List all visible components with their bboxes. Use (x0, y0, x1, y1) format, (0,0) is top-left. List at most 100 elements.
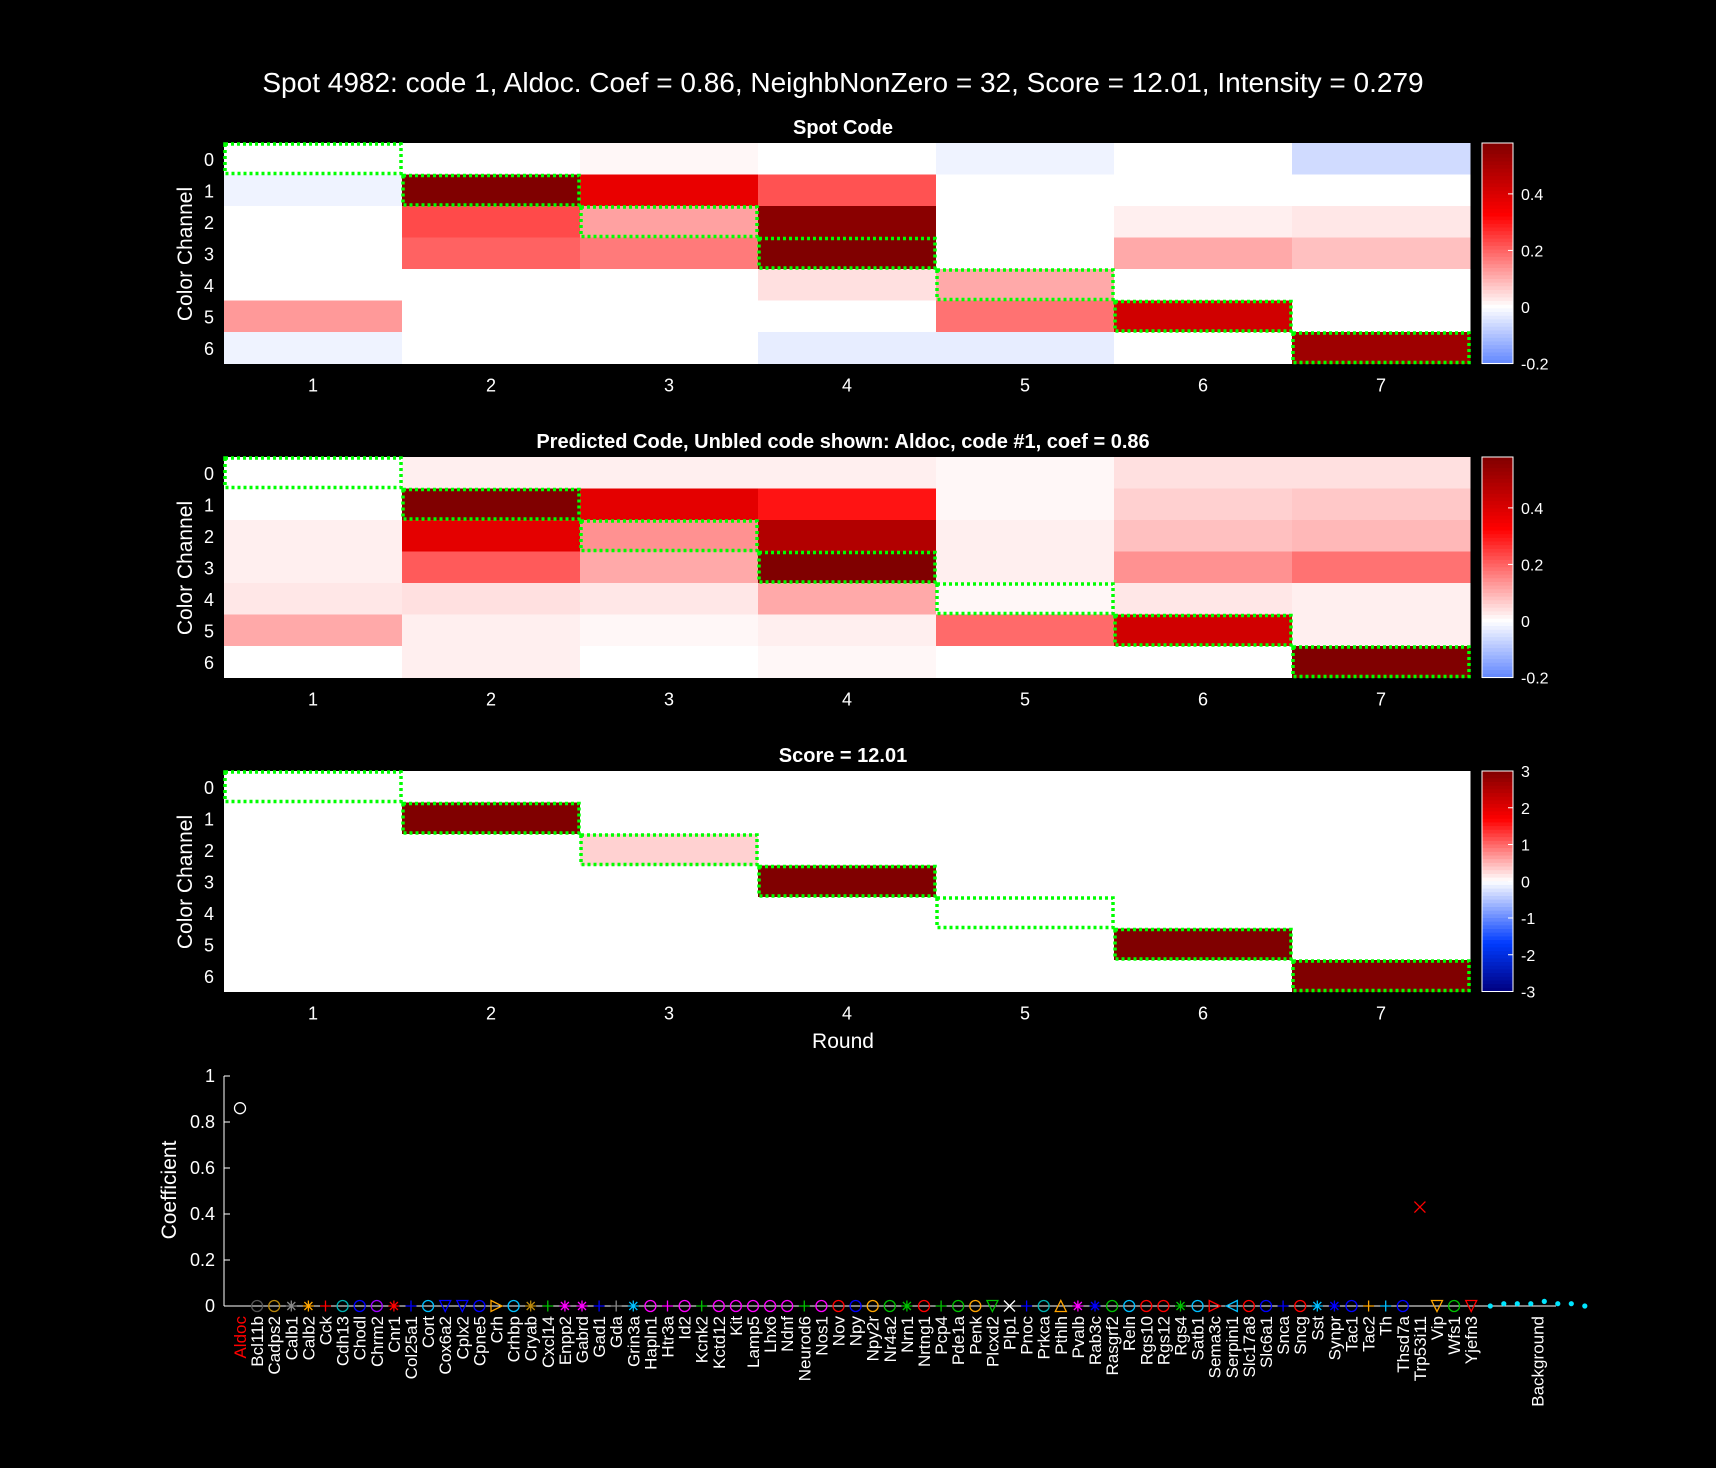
heatmap-cell (1292, 614, 1471, 647)
y-tick-label: 3 (204, 244, 214, 264)
colorbar-segment (1482, 150, 1513, 155)
gene-marker (1259, 1299, 1273, 1313)
heatmap-cell (224, 551, 403, 584)
gene-label: Cdh13 (334, 1316, 353, 1366)
y-tick-label: 4 (204, 904, 214, 924)
gene-label: Grin3a (624, 1315, 643, 1367)
heatmap-cell (1292, 237, 1471, 270)
gene-marker (815, 1299, 828, 1313)
colorbar-segment (1482, 892, 1513, 897)
gene-marker (952, 1299, 965, 1313)
heatmap-cell (402, 614, 581, 647)
heatmap-cell (1292, 488, 1471, 521)
gene-marker (712, 1299, 725, 1313)
gene-label: Thsd7a (1394, 1315, 1413, 1372)
colorbar-segment (1482, 782, 1513, 787)
colorbar-segment (1482, 216, 1513, 221)
heatmap-cell (936, 614, 1115, 647)
colorbar-segment (1482, 848, 1513, 853)
y-tick-label: 1 (204, 809, 214, 829)
colorbar-segment (1482, 194, 1513, 199)
colorbar-segment (1482, 249, 1513, 254)
heatmap-cell (402, 551, 581, 584)
y-tick-label: 0.2 (190, 1250, 215, 1270)
colorbar-segment (1482, 227, 1513, 232)
gene-marker (1003, 1300, 1016, 1312)
gene-marker (678, 1299, 691, 1313)
colorbar-segment (1482, 866, 1513, 871)
heatmap-cell (936, 865, 1115, 898)
gene-label: Cnr1 (385, 1316, 404, 1353)
gene-marker (593, 1300, 605, 1312)
colorbar-segment (1482, 670, 1513, 675)
colorbar-segment (1482, 910, 1513, 915)
colorbar-segment (1482, 969, 1513, 974)
colorbar-segment (1482, 903, 1513, 908)
x-tick-label: 6 (1198, 1004, 1208, 1024)
gene-marker (746, 1299, 760, 1313)
y-tick-label: 5 (204, 307, 214, 327)
gene-marker (901, 1300, 913, 1312)
x-tick-label: 2 (486, 690, 496, 710)
heatmap-cell (580, 174, 759, 207)
colorbar-tick-label: 3 (1521, 764, 1530, 781)
colorbar-segment (1482, 183, 1513, 188)
colorbar-segment (1482, 592, 1513, 598)
heatmap-cell (936, 897, 1115, 929)
x-tick-label: 4 (842, 690, 852, 710)
colorbar-segment (1482, 884, 1513, 890)
heatmap-cell (1292, 143, 1471, 175)
colorbar-segment (1482, 862, 1513, 868)
colorbar-segment (1482, 471, 1513, 476)
gene-label: Cadps2 (265, 1316, 284, 1375)
gene-marker (1224, 1299, 1238, 1313)
gene-label: Hapln1 (641, 1316, 660, 1370)
colorbar-segment (1482, 293, 1513, 298)
heatmap-cell (1292, 174, 1471, 207)
heatmap-cell (1114, 300, 1293, 333)
heatmap-cell (758, 269, 937, 301)
colorbar-segment (1482, 807, 1513, 813)
colorbar-segment (1482, 157, 1513, 162)
heatmap-cell (580, 520, 759, 552)
colorbar-segment (1482, 234, 1513, 240)
gene-label: Cck (317, 1316, 336, 1346)
gene-label: Aldoc (231, 1316, 250, 1359)
colorbar-segment (1482, 282, 1513, 287)
colorbar-segment (1482, 493, 1513, 499)
coefficient-panel: Coefficient 0 0.2 0.4 0.6 0.8 1 AldocBcl11bCad… (158, 1066, 1588, 1407)
colorbar-tick-label: -2 (1521, 948, 1535, 965)
colorbar-segment (1482, 811, 1513, 816)
background-point (1568, 1301, 1574, 1307)
colorbar-segment (1482, 190, 1513, 196)
colorbar-segment (1482, 906, 1513, 912)
heatmap-cell (402, 300, 581, 333)
gene-marker (1345, 1299, 1358, 1313)
gene-marker (490, 1299, 504, 1313)
y-tick-label: 0 (205, 1296, 215, 1316)
colorbar-segment (1482, 870, 1513, 875)
heatmap-cell (402, 488, 581, 521)
y-tick-label: 1 (204, 181, 214, 201)
heatmap-cell (1292, 457, 1471, 489)
gene-marker (1140, 1299, 1153, 1313)
gene-marker (576, 1300, 588, 1312)
heatmap-cell (1292, 960, 1471, 992)
heatmap-cell (936, 583, 1115, 615)
gene-marker (1447, 1299, 1461, 1313)
gene-marker (1277, 1300, 1289, 1312)
predicted-code-panel: Predicted Code, Unbled code shown: Aldoc… (174, 431, 1549, 710)
gene-label: Npy2r (864, 1316, 883, 1362)
highlight-box (757, 550, 937, 584)
gene-marker (438, 1299, 452, 1313)
heatmap-cell (1114, 457, 1293, 489)
highlight-box (401, 487, 581, 521)
gene-marker (473, 1299, 486, 1313)
heatmap-cell (580, 332, 759, 364)
colorbar-segment (1482, 326, 1513, 332)
gene-label: Gda (607, 1315, 626, 1348)
colorbar-tick-label: 0.4 (1521, 501, 1543, 518)
colorbar-segment (1482, 552, 1513, 557)
heatmap-cell (580, 300, 759, 333)
gene-marker (1072, 1300, 1084, 1312)
